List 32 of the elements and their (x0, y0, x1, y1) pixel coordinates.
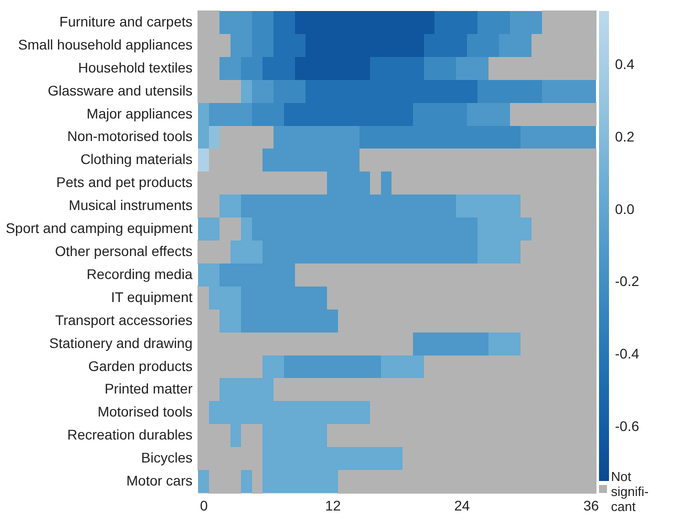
y-tick-label: Recreation durables (67, 426, 192, 443)
color-bar-label: 0.0 (615, 200, 635, 217)
y-tick-label: Motorised tools (98, 404, 192, 420)
x-tick-label: 36 (583, 498, 600, 514)
y-tick-label: Glassware and utensils (48, 82, 192, 98)
y-tick-label: IT equipment (111, 288, 193, 305)
y-tick-label: Other personal effects (55, 243, 192, 259)
y-tick-label: Stationery and drawing (49, 334, 192, 351)
y-tick-label: Sport and camping equipment (6, 220, 193, 236)
color-bar-label: 0.4 (615, 56, 635, 72)
y-tick-label: Pets and pet products (56, 174, 192, 190)
x-tick-label: 0 (200, 498, 208, 514)
color-bar-label: -0.2 (615, 273, 640, 290)
color-bar-label: -0.4 (615, 345, 640, 362)
y-tick-label: Household textiles (78, 59, 192, 76)
y-tick-label: Major appliances (86, 105, 192, 122)
x-tick-label: 12 (325, 498, 341, 514)
y-tick-label: Garden products (88, 358, 192, 374)
y-tick-label: Clothing materials (80, 151, 192, 168)
y-tick-label: Motor cars (126, 472, 192, 489)
y-tick-label: Non-motorised tools (67, 128, 192, 144)
y-tick-label: Bicycles (141, 450, 192, 466)
y-tick-label: Small household appliances (18, 36, 192, 52)
text: Not signifi- cant (611, 469, 649, 514)
y-tick-label: Musical instruments (68, 197, 192, 214)
y-tick-label: Transport accessories (55, 312, 192, 328)
y-tick-label: Printed matter (104, 380, 193, 397)
y-tick-label: Furniture and carpets (59, 13, 192, 30)
color-bar-label: -0.6 (615, 418, 640, 434)
color-bar-label: 0.2 (615, 128, 635, 145)
x-tick-label: 24 (454, 498, 470, 514)
y-tick-label: Recording media (86, 266, 193, 282)
